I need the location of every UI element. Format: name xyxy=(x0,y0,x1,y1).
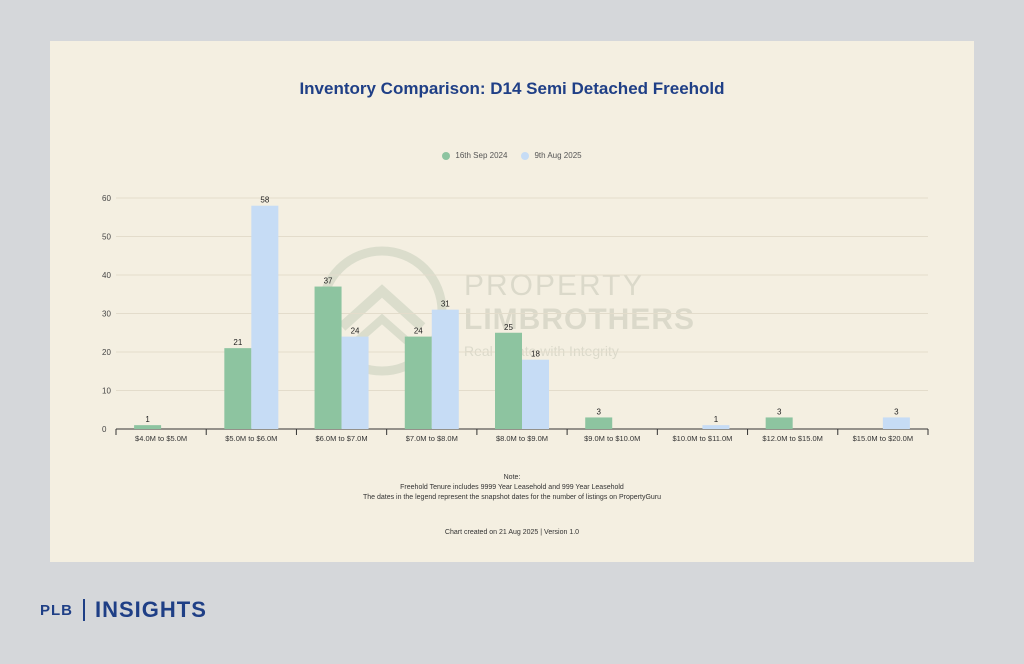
bar-series-1 xyxy=(134,425,162,429)
x-tick-label: $5.0M to $6.0M xyxy=(225,434,277,443)
legend-item-series-1[interactable]: 16th Sep 2024 xyxy=(442,151,507,160)
data-label: 21 xyxy=(233,338,242,347)
bar-series-1 xyxy=(314,286,342,429)
chart-notes: Note: Freehold Tenure includes 9999 Year… xyxy=(50,473,974,503)
data-label: 3 xyxy=(596,407,601,416)
brand-plb: PLB xyxy=(40,601,73,619)
data-label: 25 xyxy=(504,323,513,332)
legend-label-series-2: 9th Aug 2025 xyxy=(534,151,582,160)
data-label: 58 xyxy=(260,196,269,205)
data-label: 3 xyxy=(894,407,899,416)
bar-series-1 xyxy=(765,417,793,429)
y-tick-label: 60 xyxy=(102,194,111,203)
notes-line-2: The dates in the legend represent the sn… xyxy=(362,494,662,501)
x-tick-label: $6.0M to $7.0M xyxy=(315,434,367,443)
legend: 16th Sep 2024 9th Aug 2025 xyxy=(50,151,974,160)
bar-series-2 xyxy=(522,359,549,429)
x-tick-label: $15.0M to $20.0M xyxy=(853,434,913,443)
y-tick-label: 0 xyxy=(102,425,107,434)
data-label: 31 xyxy=(441,300,450,309)
brand-divider xyxy=(83,599,85,621)
chart-footer: Chart created on 21 Aug 2025 | Version 1… xyxy=(444,529,580,536)
data-label: 18 xyxy=(531,350,540,359)
y-tick-label: 10 xyxy=(102,387,111,396)
legend-item-series-2[interactable]: 9th Aug 2025 xyxy=(521,151,582,160)
x-tick-label: $7.0M to $8.0M xyxy=(406,434,458,443)
bar-series-2 xyxy=(431,309,459,429)
bar-series-1 xyxy=(224,348,252,429)
data-label: 37 xyxy=(324,277,333,286)
y-tick-label: 30 xyxy=(102,310,111,319)
notes-heading: Note: xyxy=(503,474,521,481)
y-tick-label: 40 xyxy=(102,271,111,280)
x-tick-label: $8.0M to $9.0M xyxy=(496,434,548,443)
chart-title: Inventory Comparison: D14 Semi Detached … xyxy=(299,79,725,98)
x-tick-label: $12.0M to $15.0M xyxy=(762,434,822,443)
brand-logo: PLB INSIGHTS xyxy=(40,597,207,623)
brand-insights: INSIGHTS xyxy=(95,597,207,622)
bar-series-2 xyxy=(702,425,730,429)
bar-series-1 xyxy=(404,336,432,429)
legend-label-series-1: 16th Sep 2024 xyxy=(455,151,508,160)
data-label: 3 xyxy=(777,407,782,416)
legend-swatch-series-2 xyxy=(521,151,530,160)
data-label: 1 xyxy=(145,415,150,424)
data-label: 1 xyxy=(714,415,719,424)
data-label: 24 xyxy=(414,327,423,336)
bar-series-2 xyxy=(882,417,910,429)
bar-plot: 0 10 20 30 40 50 60 $4.0M to $5.0M 1 $5.0M to $6.… xyxy=(102,194,929,443)
x-tick-label: $4.0M to $5.0M xyxy=(135,434,187,443)
chart-card: Inventory Comparison: D14 Semi Detached … xyxy=(50,41,974,562)
bar-series-2 xyxy=(251,205,279,429)
legend-swatch-series-1 xyxy=(442,151,451,160)
bar-series-1 xyxy=(495,332,522,429)
x-tick-label: $10.0M to $11.0M xyxy=(672,434,732,443)
y-tick-label: 50 xyxy=(102,233,111,242)
notes-line-1: Freehold Tenure includes 9999 Year Lease… xyxy=(400,484,624,491)
bar-series-1 xyxy=(585,417,613,429)
x-tick-label: $9.0M to $10.0M xyxy=(584,434,640,443)
bar-series-2 xyxy=(341,336,369,429)
y-tick-label: 20 xyxy=(102,348,111,357)
data-label: 24 xyxy=(351,327,360,336)
